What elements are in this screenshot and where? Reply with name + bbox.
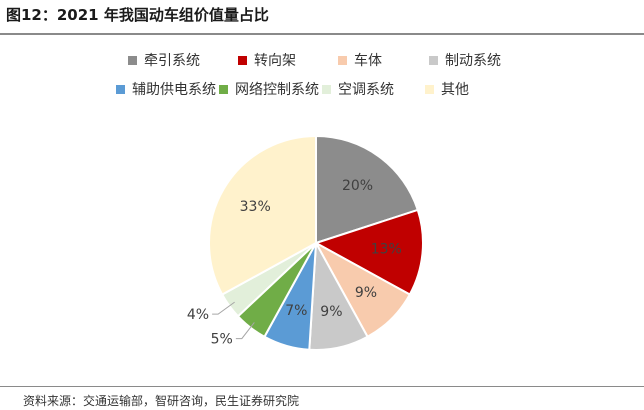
pie-data-label: 33% [240, 199, 271, 215]
legend-swatch [116, 84, 125, 94]
legend-item-traction-system: 牵引系统 [128, 51, 200, 69]
pie-data-label: 9% [355, 285, 377, 301]
legend-item-car-body: 车体 [338, 51, 382, 69]
legend-swatch [238, 55, 247, 65]
pie-data-label: 5% [211, 332, 233, 348]
figure-title: 图12：2021 年我国动车组价值量占比 [6, 6, 269, 24]
pie-slice-traction-system [315, 135, 419, 244]
legend-swatch [429, 55, 438, 65]
pie-data-label: 4% [187, 307, 209, 323]
pie-data-label: 13% [371, 242, 402, 258]
legend-swatch [128, 55, 137, 65]
pie-data-label: 9% [320, 304, 342, 320]
title-divider [0, 33, 644, 35]
pie-slices [208, 135, 424, 351]
pie-leader-line [212, 301, 235, 315]
legend-swatch [425, 84, 434, 94]
legend-swatch [338, 55, 347, 65]
chart-legend: 牵引系统 转向架 车体 制动系统 辅助供电系统 网络控制系统 空调系统 其他 [0, 0, 644, 110]
legend-item-other: 其他 [425, 80, 469, 98]
legend-label: 网络控制系统 [235, 82, 319, 98]
legend-label: 车体 [354, 53, 382, 69]
legend-swatch [219, 84, 228, 94]
source-note: 资料来源：交通运输部，智研咨询，民生证券研究院 [23, 394, 300, 408]
legend-label: 制动系统 [445, 53, 501, 69]
pie-leader-line [235, 322, 255, 340]
legend-item-auxiliary-power-system: 辅助供电系统 [116, 80, 216, 98]
pie-data-labels: 20% 13% 9% 9% 7% 5%4% 33% [187, 178, 402, 348]
legend-swatch [322, 84, 331, 94]
legend-label: 其他 [441, 82, 469, 98]
legend-label: 辅助供电系统 [132, 82, 216, 98]
legend-label: 空调系统 [338, 82, 394, 98]
pie-slice-bogie [315, 208, 424, 296]
legend-label: 牵引系统 [144, 53, 200, 69]
pie-data-label: 7% [285, 303, 307, 319]
source-divider [0, 386, 644, 387]
legend-item-network-control-system: 网络控制系统 [219, 80, 319, 98]
legend-item-brake-system: 制动系统 [429, 51, 501, 69]
legend-label: 转向架 [254, 53, 296, 69]
legend-item-bogie: 转向架 [238, 51, 296, 69]
legend-item-air-conditioning-system: 空调系统 [322, 80, 394, 98]
pie-leader-lines [212, 301, 255, 340]
pie-data-label: 20% [342, 178, 373, 194]
pie-slice-other [208, 135, 317, 296]
